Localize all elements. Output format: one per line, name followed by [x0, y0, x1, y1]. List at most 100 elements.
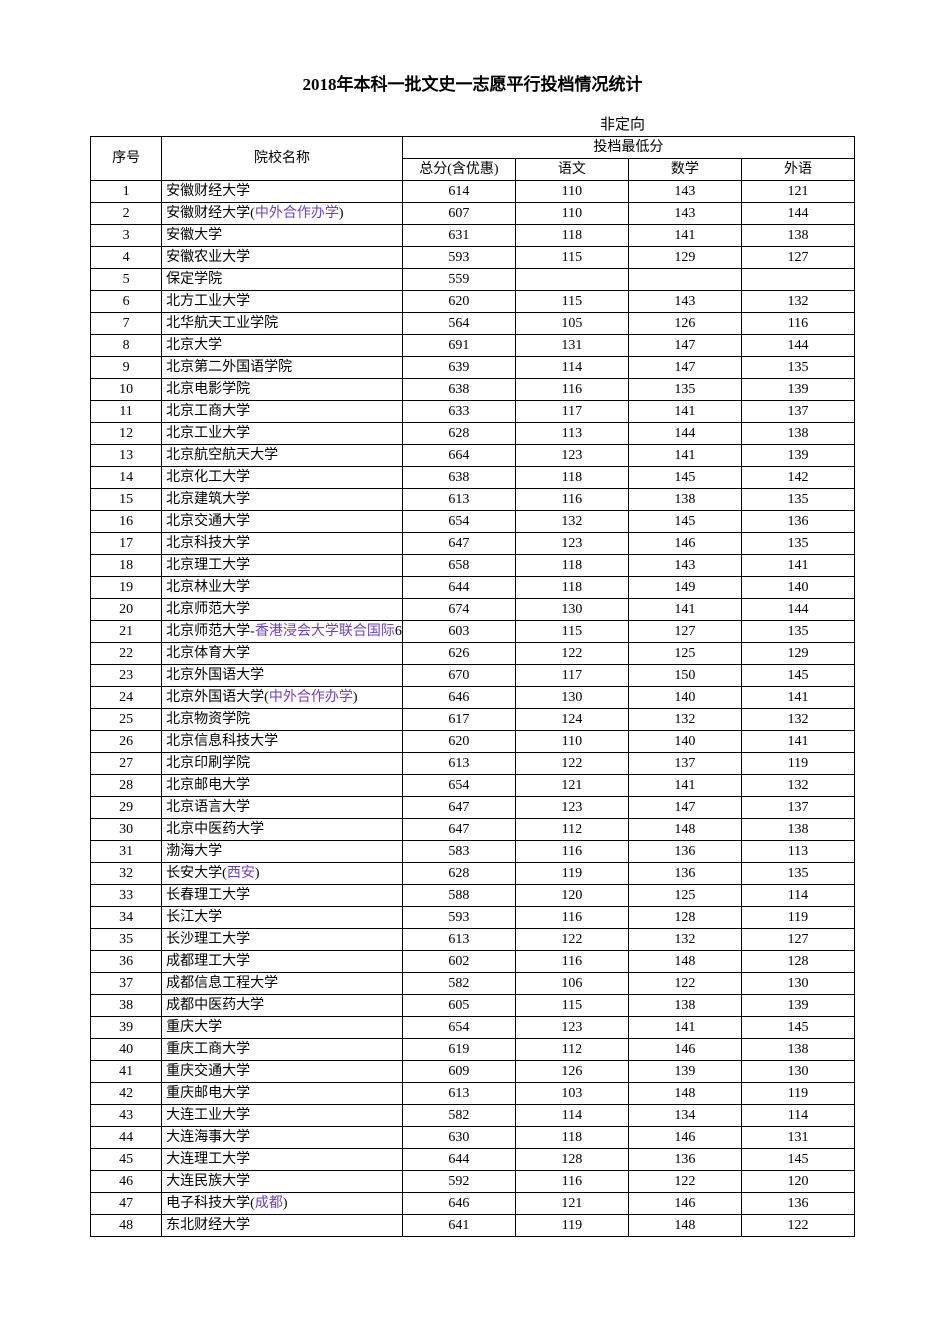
score-table: 序号 院校名称 投档最低分 总分(含优惠) 语文 数学 外语 1安徽财经大学61… [90, 136, 855, 1237]
cell-school-name: 大连海事大学 [162, 1127, 403, 1149]
cell-school-name: 北京建筑大学 [162, 489, 403, 511]
table-row: 47电子科技大学(成都)646121146136 [91, 1193, 855, 1215]
table-row: 43大连工业大学582114134114 [91, 1105, 855, 1127]
cell-index: 6 [91, 291, 162, 313]
cell-yuwen: 116 [515, 489, 628, 511]
table-row: 13北京航空航天大学664123141139 [91, 445, 855, 467]
cell-school-name: 大连民族大学 [162, 1171, 403, 1193]
cell-waiyu: 141 [741, 731, 854, 753]
cell-waiyu [741, 269, 854, 291]
cell-waiyu: 119 [741, 753, 854, 775]
cell-yuwen: 123 [515, 445, 628, 467]
cell-school-name: 安徽财经大学 [162, 181, 403, 203]
cell-waiyu: 145 [741, 665, 854, 687]
cell-index: 21 [91, 621, 162, 643]
cell-index: 30 [91, 819, 162, 841]
cell-index: 8 [91, 335, 162, 357]
cell-index: 29 [91, 797, 162, 819]
cell-school-name: 北京电影学院 [162, 379, 403, 401]
cell-shuxue: 146 [628, 533, 741, 555]
cell-shuxue: 148 [628, 819, 741, 841]
cell-total: 583 [402, 841, 515, 863]
cell-school-name: 北京化工大学 [162, 467, 403, 489]
cell-school-name: 重庆交通大学 [162, 1061, 403, 1083]
table-row: 18北京理工大学658118143141 [91, 555, 855, 577]
cell-shuxue: 143 [628, 203, 741, 225]
cell-school-name: 北京邮电大学 [162, 775, 403, 797]
cell-waiyu: 140 [741, 577, 854, 599]
table-row: 10北京电影学院638116135139 [91, 379, 855, 401]
cell-yuwen: 118 [515, 555, 628, 577]
cell-yuwen: 115 [515, 621, 628, 643]
cell-total: 614 [402, 181, 515, 203]
cell-yuwen: 113 [515, 423, 628, 445]
cell-school-name: 北京信息科技大学 [162, 731, 403, 753]
cell-total: 564 [402, 313, 515, 335]
cell-shuxue: 132 [628, 709, 741, 731]
cell-waiyu: 144 [741, 599, 854, 621]
cell-yuwen: 115 [515, 291, 628, 313]
table-row: 35长沙理工大学613122132127 [91, 929, 855, 951]
cell-index: 46 [91, 1171, 162, 1193]
cell-waiyu: 138 [741, 819, 854, 841]
cell-shuxue: 141 [628, 775, 741, 797]
cell-yuwen: 118 [515, 467, 628, 489]
cell-total: 664 [402, 445, 515, 467]
cell-school-name: 保定学院 [162, 269, 403, 291]
cell-yuwen: 112 [515, 1039, 628, 1061]
table-row: 40重庆工商大学619112146138 [91, 1039, 855, 1061]
cell-shuxue: 135 [628, 379, 741, 401]
cell-index: 9 [91, 357, 162, 379]
cell-yuwen: 116 [515, 907, 628, 929]
table-row: 31渤海大学583116136113 [91, 841, 855, 863]
table-row: 15北京建筑大学613116138135 [91, 489, 855, 511]
cell-waiyu: 138 [741, 1039, 854, 1061]
cell-shuxue: 127 [628, 621, 741, 643]
cell-index: 4 [91, 247, 162, 269]
cell-index: 18 [91, 555, 162, 577]
cell-waiyu: 119 [741, 1083, 854, 1105]
cell-school-name: 电子科技大学(成都) [162, 1193, 403, 1215]
cell-total: 620 [402, 731, 515, 753]
cell-shuxue: 146 [628, 1127, 741, 1149]
cell-shuxue: 141 [628, 401, 741, 423]
cell-total: 592 [402, 1171, 515, 1193]
cell-shuxue: 126 [628, 313, 741, 335]
table-row: 3安徽大学631118141138 [91, 225, 855, 247]
cell-total: 638 [402, 467, 515, 489]
cell-yuwen: 114 [515, 1105, 628, 1127]
cell-waiyu: 129 [741, 643, 854, 665]
page-subtitle: 非定向 [600, 113, 855, 134]
cell-total: 646 [402, 1193, 515, 1215]
cell-waiyu: 139 [741, 995, 854, 1017]
cell-school-name: 安徽财经大学(中外合作办学) [162, 203, 403, 225]
cell-waiyu: 137 [741, 401, 854, 423]
cell-total: 613 [402, 489, 515, 511]
cell-yuwen: 105 [515, 313, 628, 335]
cell-shuxue: 146 [628, 1039, 741, 1061]
cell-index: 41 [91, 1061, 162, 1083]
cell-waiyu: 114 [741, 885, 854, 907]
cell-waiyu: 120 [741, 1171, 854, 1193]
cell-school-name: 北京语言大学 [162, 797, 403, 819]
cell-total: 626 [402, 643, 515, 665]
cell-yuwen: 124 [515, 709, 628, 731]
cell-total: 603 [402, 621, 515, 643]
cell-total: 617 [402, 709, 515, 731]
cell-index: 32 [91, 863, 162, 885]
cell-total: 647 [402, 797, 515, 819]
cell-yuwen: 121 [515, 1193, 628, 1215]
col-header-total: 总分(含优惠) [402, 159, 515, 181]
cell-total: 644 [402, 577, 515, 599]
cell-yuwen: 118 [515, 225, 628, 247]
cell-waiyu: 142 [741, 467, 854, 489]
table-row: 34长江大学593116128119 [91, 907, 855, 929]
cell-index: 10 [91, 379, 162, 401]
table-row: 32长安大学(西安)628119136135 [91, 863, 855, 885]
cell-yuwen: 110 [515, 731, 628, 753]
cell-yuwen: 121 [515, 775, 628, 797]
cell-total: 593 [402, 907, 515, 929]
alt-text: 香港浸会大学联合国际 [255, 624, 395, 639]
cell-index: 14 [91, 467, 162, 489]
cell-index: 7 [91, 313, 162, 335]
